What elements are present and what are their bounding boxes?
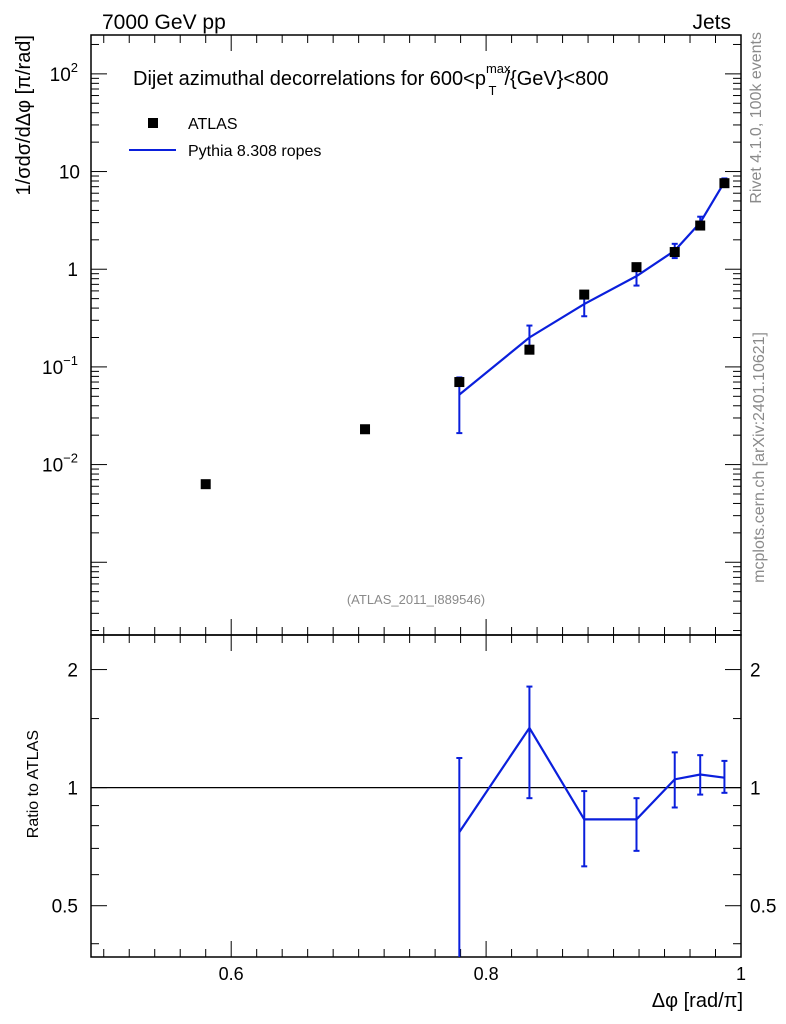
pythia-line bbox=[458, 181, 726, 396]
y-tick-label-main: 10−2 bbox=[42, 451, 78, 477]
y-tick-label-ratio-right: 1 bbox=[750, 779, 761, 800]
atlas-point bbox=[454, 377, 465, 388]
y-tick-label-ratio-left: 0.5 bbox=[52, 897, 78, 918]
atlas-point bbox=[695, 220, 706, 231]
atlas-point bbox=[579, 289, 590, 300]
y-axis-label-main: 1/σdσ/dΔφ [π/rad] bbox=[13, 35, 35, 195]
atlas-point bbox=[719, 178, 730, 189]
axis-ticks: 0.6 0.8 1 10−2 10−1 1 10 102 0.5 0.5 1 1 2 2 bbox=[42, 35, 776, 984]
plot-title: Dijet azimuthal decorrelations for 600<p… bbox=[133, 61, 608, 98]
y-tick-label-main: 102 bbox=[50, 60, 78, 86]
energy-label: 7000 GeV pp bbox=[102, 11, 226, 34]
rivet-label: Rivet 4.1.0, 100k events bbox=[748, 32, 765, 204]
x-tick-label: 0.6 bbox=[219, 964, 244, 984]
atlas-point bbox=[524, 344, 535, 355]
legend-atlas-label: ATLAS bbox=[188, 116, 238, 133]
legend-atlas-marker bbox=[148, 118, 158, 128]
y-tick-label-ratio-right: 2 bbox=[750, 661, 761, 682]
x-axis-label: Δφ [rad/π] bbox=[652, 990, 743, 1012]
x-tick-label: 1 bbox=[736, 964, 746, 984]
y-tick-label-main: 1 bbox=[67, 260, 78, 281]
atlas-point bbox=[631, 262, 642, 273]
y-tick-label-main: 10 bbox=[59, 163, 80, 184]
y-tick-label-ratio-left: 1 bbox=[67, 779, 78, 800]
y-tick-label-ratio-left: 2 bbox=[67, 661, 78, 682]
jets-label: Jets bbox=[692, 11, 731, 34]
y-tick-label-ratio-right: 0.5 bbox=[750, 897, 776, 918]
legend-pythia-label: Pythia 8.308 ropes bbox=[188, 143, 321, 160]
analysis-watermark: (ATLAS_2011_I889546) bbox=[347, 592, 485, 607]
mcplots-label: mcplots.cern.ch [arXiv:2401.10621] bbox=[751, 332, 768, 583]
ratio-line bbox=[458, 725, 725, 833]
atlas-point bbox=[669, 247, 680, 258]
y-axis-label-ratio: Ratio to ATLAS bbox=[25, 730, 42, 838]
atlas-point bbox=[360, 424, 371, 435]
ratio-plot-frame bbox=[90, 634, 742, 958]
atlas-point bbox=[200, 479, 211, 490]
x-tick-label: 0.8 bbox=[474, 964, 499, 984]
data-marks bbox=[200, 177, 730, 957]
y-tick-label-main: 10−1 bbox=[42, 353, 78, 379]
